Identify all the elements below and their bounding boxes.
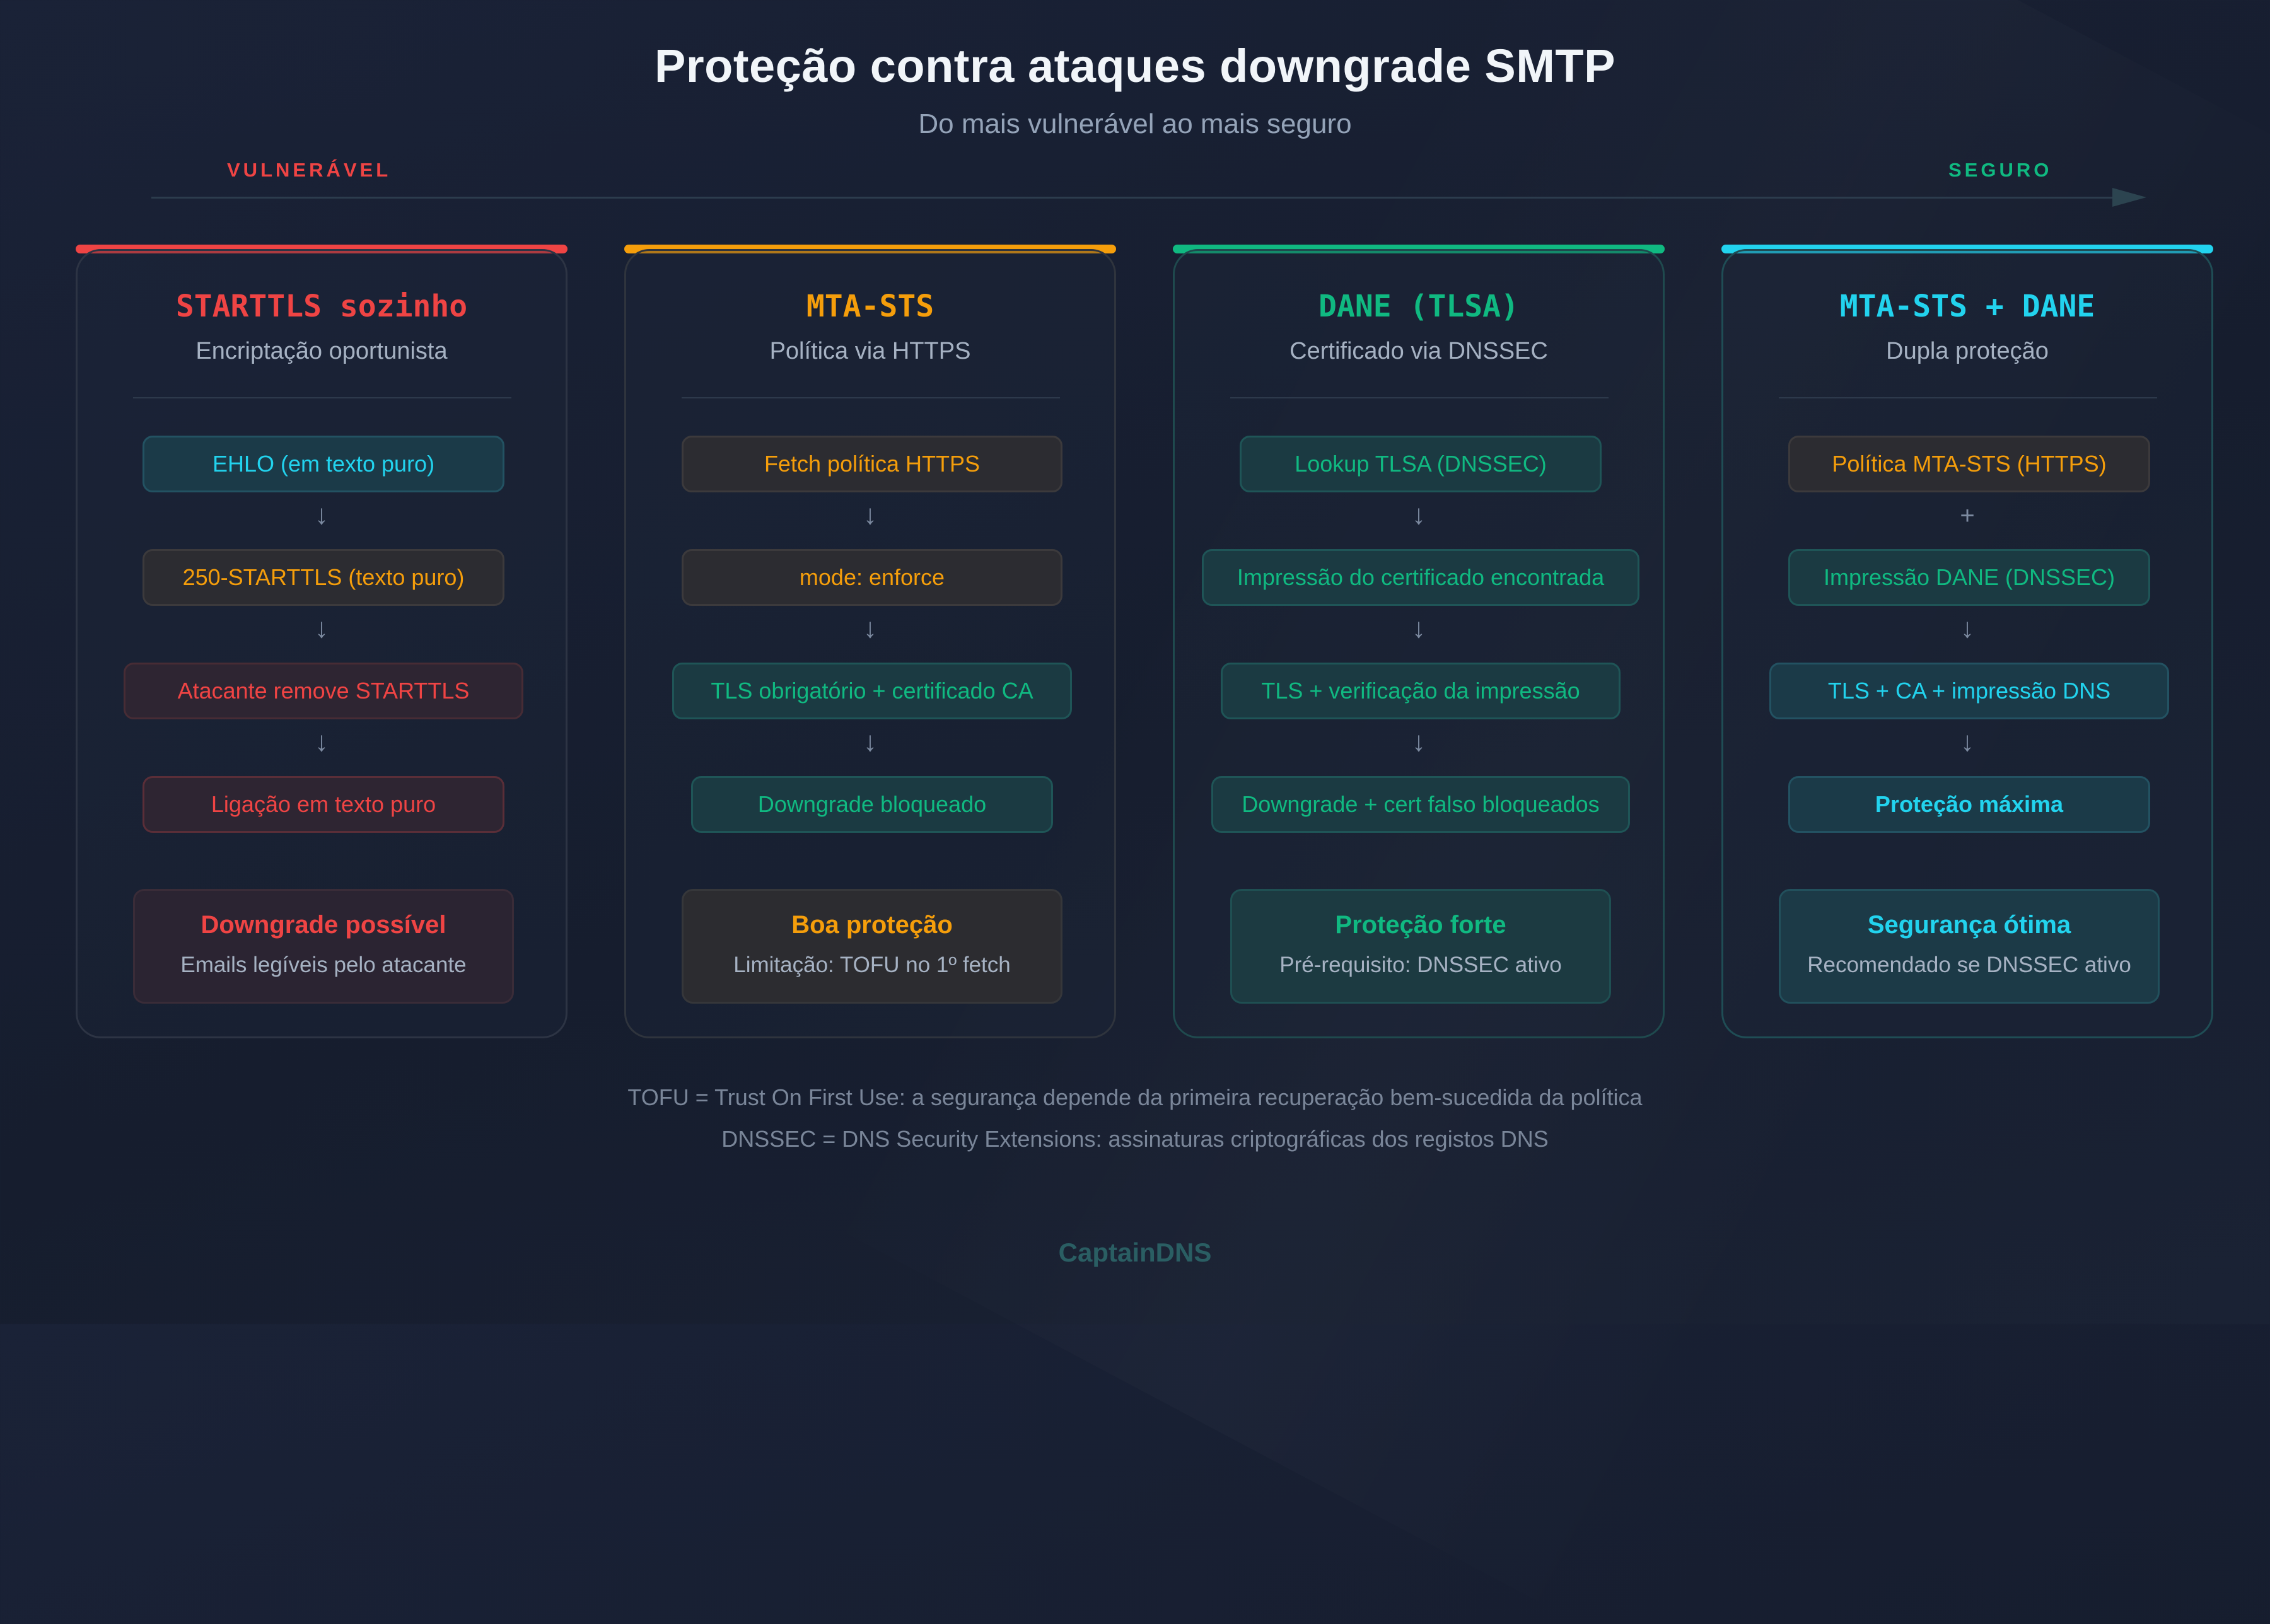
column-title: DANE (TLSA) — [1318, 289, 1519, 324]
step-box: Impressão DANE (DNSSEC) — [1788, 549, 2150, 606]
arrow-down-icon: ↓ — [863, 613, 877, 644]
step-box: Lookup TLSA (DNSSEC) — [1240, 436, 1602, 492]
column-dane: DANE (TLSA) Certificado via DNSSEC Looku… — [1173, 249, 1665, 1038]
step-box: Proteção máxima — [1788, 776, 2150, 833]
arrow-down-icon: ↓ — [315, 613, 329, 644]
brand-logo-text: CaptainDNS — [1058, 1238, 1212, 1267]
arrow-down-icon: ↓ — [1412, 613, 1426, 644]
arrow-down-icon: ↓ — [863, 726, 877, 757]
column-subtitle: Encriptação oportunista — [195, 338, 448, 364]
scale-arrow-head — [2112, 188, 2146, 207]
result-box: Proteção forte Pré-requisito: DNSSEC ati… — [1230, 889, 1611, 1004]
result-title: Segurança ótima — [1867, 911, 2071, 939]
column-subtitle: Dupla proteção — [1886, 338, 2049, 364]
step-box: Ligação em texto puro — [143, 776, 504, 833]
column-divider — [1779, 397, 2157, 398]
result-box: Boa proteção Limitação: TOFU no 1º fetch — [682, 889, 1062, 1004]
plus-icon: + — [1960, 502, 1975, 530]
step-box: Fetch política HTTPS — [682, 436, 1062, 492]
step-box: Atacante remove STARTTLS — [124, 663, 523, 719]
column-starttls: STARTTLS sozinho Encriptação oportunista… — [76, 249, 568, 1038]
step-box: Impressão do certificado encontrada — [1202, 549, 1639, 606]
arrow-down-icon: ↓ — [1960, 613, 1974, 644]
column-divider — [133, 397, 511, 398]
arrow-down-icon: ↓ — [863, 499, 877, 530]
column-title: MTA-STS + DANE — [1839, 289, 2095, 324]
column-mta-sts-dane: MTA-STS + DANE Dupla proteção Política M… — [1721, 249, 2213, 1038]
result-subtitle: Recomendado se DNSSEC ativo — [1807, 953, 2131, 977]
step-box: Downgrade + cert falso bloqueados — [1211, 776, 1630, 833]
step-box: TLS + CA + impressão DNS — [1769, 663, 2169, 719]
step-box: TLS + verificação da impressão — [1221, 663, 1621, 719]
result-subtitle: Pré-requisito: DNSSEC ativo — [1279, 953, 1562, 977]
scale-line — [151, 197, 2112, 199]
arrow-down-icon: ↓ — [315, 499, 329, 530]
arrow-down-icon: ↓ — [1960, 726, 1974, 757]
scale-label-secure: SEGURO — [1948, 159, 2052, 181]
result-title: Proteção forte — [1335, 911, 1506, 939]
diagram-title: Proteção contra ataques downgrade SMTP — [655, 40, 1615, 92]
column-subtitle: Certificado via DNSSEC — [1289, 338, 1548, 364]
footnote-dnssec: DNSSEC = DNS Security Extensions: assina… — [721, 1126, 1549, 1152]
diagram-subtitle: Do mais vulnerável ao mais seguro — [918, 108, 1352, 139]
arrow-down-icon: ↓ — [1412, 499, 1426, 530]
result-title: Downgrade possível — [201, 911, 446, 939]
column-divider — [682, 397, 1060, 398]
arrow-down-icon: ↓ — [315, 726, 329, 757]
result-title: Boa proteção — [791, 911, 953, 939]
step-box: Política MTA-STS (HTTPS) — [1788, 436, 2150, 492]
column-divider — [1230, 397, 1609, 398]
step-box: mode: enforce — [682, 549, 1062, 606]
step-box: 250-STARTTLS (texto puro) — [143, 549, 504, 606]
scale-label-vulnerable: VULNERÁVEL — [227, 159, 392, 181]
footnote-tofu: TOFU = Trust On First Use: a segurança d… — [627, 1084, 1643, 1110]
result-box: Downgrade possível Emails legíveis pelo … — [133, 889, 514, 1004]
result-subtitle: Limitação: TOFU no 1º fetch — [733, 953, 1011, 977]
column-title: STARTTLS sozinho — [175, 289, 468, 324]
step-box: Downgrade bloqueado — [691, 776, 1053, 833]
column-title: MTA-STS — [806, 289, 934, 324]
step-box: TLS obrigatório + certificado CA — [672, 663, 1072, 719]
column-subtitle: Política via HTTPS — [769, 338, 971, 364]
step-box: EHLO (em texto puro) — [143, 436, 504, 492]
result-subtitle: Emails legíveis pelo atacante — [180, 953, 467, 977]
column-mta-sts: MTA-STS Política via HTTPS Fetch polític… — [624, 249, 1116, 1038]
arrow-down-icon: ↓ — [1412, 726, 1426, 757]
result-box: Segurança ótima Recomendado se DNSSEC at… — [1779, 889, 2160, 1004]
